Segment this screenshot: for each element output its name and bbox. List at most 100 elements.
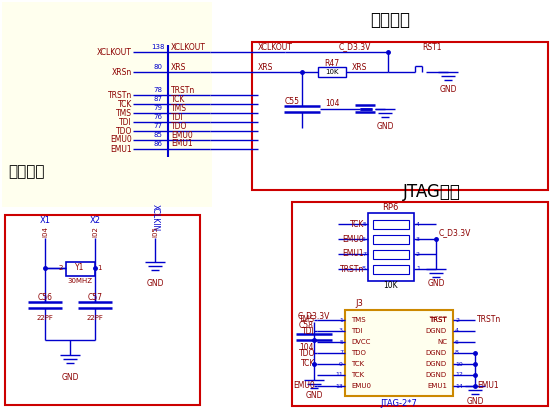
Text: I04: I04 — [42, 227, 48, 237]
Text: 22PF: 22PF — [86, 315, 104, 321]
Text: DGND: DGND — [426, 328, 447, 334]
Text: XRS: XRS — [171, 63, 186, 72]
Text: XCLKIN: XCLKIN — [151, 204, 160, 232]
Text: X2: X2 — [90, 215, 100, 225]
Text: I02: I02 — [92, 227, 98, 237]
Text: R47: R47 — [325, 59, 340, 68]
Text: 2: 2 — [455, 318, 459, 323]
Text: 86: 86 — [153, 141, 162, 147]
Text: 14: 14 — [455, 384, 463, 389]
Text: TDO: TDO — [299, 349, 315, 358]
Text: 晶振模块: 晶振模块 — [8, 164, 44, 180]
Text: EMU0: EMU0 — [342, 234, 364, 243]
Text: 138: 138 — [151, 44, 165, 50]
Text: TMS: TMS — [351, 317, 366, 323]
Bar — [5, 215, 200, 405]
Bar — [252, 42, 548, 190]
Text: TDO: TDO — [171, 122, 187, 131]
Text: GND: GND — [439, 84, 456, 94]
Text: 3: 3 — [339, 328, 343, 333]
Text: 22PF: 22PF — [37, 315, 53, 321]
Bar — [368, 213, 414, 281]
Text: 8: 8 — [362, 267, 366, 272]
Text: EMU1: EMU1 — [110, 145, 132, 154]
Text: TMS: TMS — [299, 316, 315, 325]
Text: 8: 8 — [455, 351, 459, 356]
Text: TDI: TDI — [302, 326, 315, 335]
Text: 30MHZ: 30MHZ — [68, 278, 93, 284]
Text: 10: 10 — [455, 361, 463, 367]
Text: DGND: DGND — [426, 361, 447, 367]
Text: GND: GND — [376, 122, 394, 131]
Text: XCLKOUT: XCLKOUT — [258, 42, 293, 52]
Text: 9: 9 — [339, 361, 343, 367]
Bar — [373, 220, 409, 229]
Text: EMU1: EMU1 — [342, 250, 364, 258]
Text: 4: 4 — [416, 222, 420, 227]
Text: 6: 6 — [362, 236, 366, 241]
Text: TMS: TMS — [116, 108, 132, 117]
Text: 11: 11 — [335, 372, 343, 377]
Text: TRST: TRST — [429, 317, 447, 323]
Text: C_D3.3V: C_D3.3V — [339, 42, 371, 52]
Text: 10K: 10K — [384, 281, 398, 290]
Text: C58: C58 — [299, 321, 314, 330]
Text: Y1: Y1 — [75, 262, 85, 272]
Text: TCK: TCK — [351, 361, 364, 367]
Text: 3: 3 — [416, 236, 420, 241]
Text: T̅R̅S̅T̅: T̅R̅S̅T̅ — [429, 317, 447, 323]
Text: XCLKOUT: XCLKOUT — [171, 42, 206, 52]
Text: XRS: XRS — [352, 63, 367, 72]
Text: DGND: DGND — [426, 350, 447, 356]
Bar — [373, 265, 409, 274]
Text: TCK: TCK — [350, 220, 364, 229]
Text: C55: C55 — [285, 96, 300, 105]
Text: TMS: TMS — [171, 103, 187, 112]
Text: 2: 2 — [416, 251, 420, 257]
Text: 104: 104 — [325, 98, 340, 108]
Text: TCK: TCK — [171, 94, 186, 103]
Text: EMU0: EMU0 — [293, 382, 315, 391]
Text: 4: 4 — [455, 328, 459, 333]
Text: GND: GND — [466, 396, 484, 405]
Text: 5: 5 — [339, 339, 343, 344]
Text: 10K: 10K — [325, 69, 338, 75]
Text: DGND: DGND — [426, 372, 447, 378]
Text: X1: X1 — [39, 215, 50, 225]
Bar — [373, 250, 409, 259]
Text: C56: C56 — [38, 293, 53, 302]
Text: TRSTn: TRSTn — [107, 91, 132, 100]
Text: I05: I05 — [152, 227, 158, 237]
Bar — [318, 67, 346, 77]
Text: TRSTn: TRSTn — [477, 316, 501, 325]
Text: EMU0: EMU0 — [110, 136, 132, 145]
Text: 13: 13 — [335, 384, 343, 389]
Text: JTAG模块: JTAG模块 — [403, 183, 461, 201]
Text: 1: 1 — [339, 318, 343, 323]
Text: RST1: RST1 — [422, 42, 442, 52]
Text: 80: 80 — [153, 64, 162, 70]
Text: GND: GND — [146, 279, 164, 288]
Text: XCLKOUT: XCLKOUT — [97, 47, 132, 56]
Bar — [373, 235, 409, 244]
Text: C_D3.3V: C_D3.3V — [298, 311, 330, 321]
Text: 12: 12 — [455, 372, 463, 377]
Text: 85: 85 — [153, 132, 162, 138]
Text: TCK: TCK — [301, 360, 315, 368]
Bar — [345, 310, 453, 396]
Text: GND: GND — [427, 279, 445, 288]
Text: 76: 76 — [153, 114, 162, 120]
Text: J3: J3 — [355, 300, 363, 309]
Text: 6: 6 — [455, 339, 459, 344]
Text: 104: 104 — [299, 344, 313, 353]
Text: RP6: RP6 — [382, 203, 398, 211]
Text: TCK: TCK — [117, 100, 132, 108]
Text: 87: 87 — [153, 96, 162, 102]
Bar — [292, 202, 548, 406]
Text: TDI: TDI — [119, 117, 132, 126]
Text: 77: 77 — [153, 123, 162, 129]
Text: 78: 78 — [153, 87, 162, 93]
Text: EMU0: EMU0 — [171, 131, 193, 140]
Text: TRSTn: TRSTn — [340, 265, 364, 274]
Text: XRSn: XRSn — [112, 68, 132, 77]
